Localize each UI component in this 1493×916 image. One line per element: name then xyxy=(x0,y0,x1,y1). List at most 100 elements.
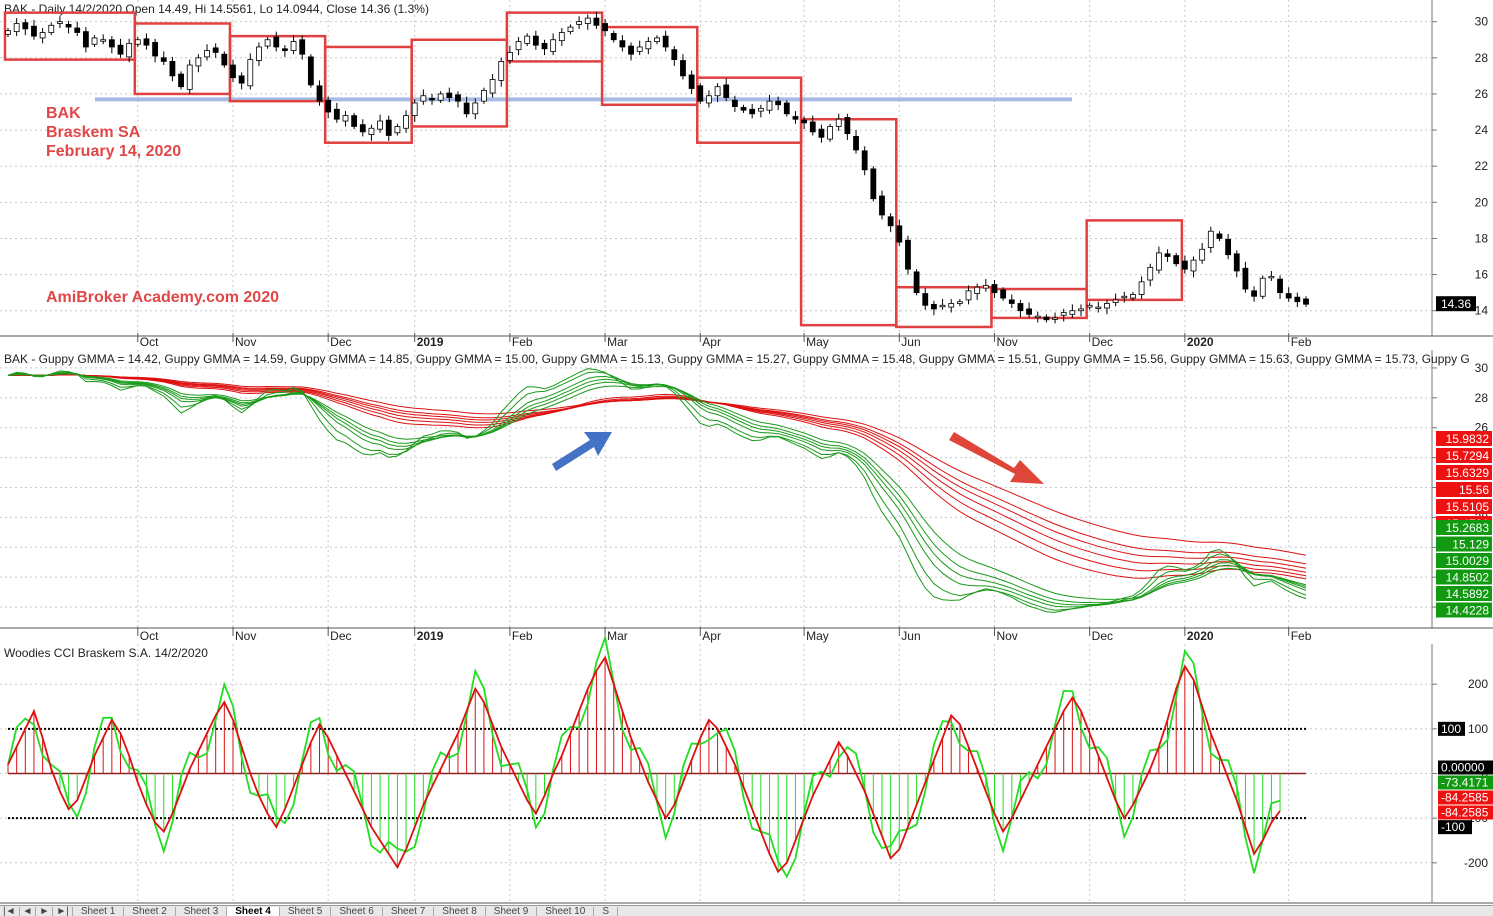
candle xyxy=(939,298,946,310)
candle xyxy=(1043,314,1050,323)
cci-value: -73.4171 xyxy=(1441,776,1489,790)
candle xyxy=(619,35,626,52)
candle xyxy=(887,213,894,233)
candle xyxy=(22,18,29,36)
sheet-nav-button[interactable]: |◄ xyxy=(0,907,20,916)
candle-body xyxy=(1112,299,1119,303)
sheet-tab[interactable]: Sheet 7 xyxy=(383,907,435,916)
gmma-short-value-box xyxy=(1436,586,1492,601)
candle-body xyxy=(117,44,124,55)
x-tick-label: 2019 xyxy=(417,335,444,349)
candle xyxy=(5,28,11,38)
sheet-nav-button[interactable]: ► xyxy=(36,907,54,916)
candle xyxy=(801,116,808,130)
candle xyxy=(195,54,202,73)
y-tick-label: 100 xyxy=(1468,722,1488,736)
candle xyxy=(230,59,236,83)
gmma-short-value-box xyxy=(1436,553,1492,568)
candle-body xyxy=(1138,281,1145,295)
pane-title: Woodies CCI Braskem S.A. 14/2/2020 xyxy=(4,646,208,660)
candle-body xyxy=(913,271,920,294)
sheet-tab[interactable]: Sheet 8 xyxy=(434,907,486,916)
last-price-box xyxy=(1436,296,1476,312)
pane-background xyxy=(0,0,1493,336)
x-tick-label: 2020 xyxy=(1187,335,1214,349)
candle-body xyxy=(1130,294,1136,299)
gmma-short-value-box xyxy=(1436,569,1492,585)
candle xyxy=(931,300,937,316)
candle xyxy=(117,38,124,58)
candle-body xyxy=(1026,308,1032,315)
candle xyxy=(1233,250,1240,278)
candle xyxy=(567,24,574,35)
candle-body xyxy=(247,59,254,87)
sheet-tab[interactable]: Sheet 6 xyxy=(331,907,383,916)
candle xyxy=(368,124,375,141)
gmma-short-value: 15.2683 xyxy=(1446,521,1490,535)
sheet-tab[interactable]: Sheet 5 xyxy=(280,907,332,916)
sheet-nav-button[interactable]: ◄ xyxy=(20,907,37,916)
x-tick-label: Nov xyxy=(235,335,256,349)
x-tick-label: Oct xyxy=(140,335,159,349)
candle-body xyxy=(100,39,107,42)
candle xyxy=(290,35,297,55)
x-tick-label: Nov xyxy=(996,629,1017,643)
gmma-long-line xyxy=(7,374,1307,573)
candle-body xyxy=(481,89,487,102)
candle xyxy=(65,20,72,34)
candle-body xyxy=(619,40,626,48)
gmma-short-value-box xyxy=(1436,602,1492,618)
candle-body xyxy=(740,107,747,111)
candle xyxy=(1008,294,1015,308)
candle xyxy=(100,34,107,45)
sheet-tab[interactable]: Sheet 4 xyxy=(227,907,280,916)
candle xyxy=(1155,246,1162,274)
candle-body xyxy=(299,39,306,55)
x-tick-label: Nov xyxy=(996,335,1017,349)
gmma-long-value-box xyxy=(1436,465,1492,480)
candle xyxy=(307,54,314,88)
gmma-short-value: 14.8502 xyxy=(1446,571,1490,585)
candle-body xyxy=(1121,295,1128,299)
pane-background xyxy=(0,350,1493,628)
sheet-tab[interactable]: Sheet 2 xyxy=(124,907,176,916)
sheet-tab[interactable]: S xyxy=(594,907,618,916)
candle xyxy=(351,112,358,130)
candle xyxy=(809,115,816,136)
sheet-tab[interactable]: Sheet 3 xyxy=(176,907,228,916)
sheet-tab[interactable]: Sheet 10 xyxy=(537,907,595,916)
candle-body xyxy=(498,61,505,81)
candle-body xyxy=(991,284,998,294)
candle-body xyxy=(1147,266,1154,281)
sheet-tab[interactable]: Sheet 1 xyxy=(73,907,125,916)
candle xyxy=(757,104,764,118)
candle-body xyxy=(532,35,539,46)
candle xyxy=(256,42,262,66)
candle xyxy=(472,98,479,120)
candle xyxy=(1164,249,1171,262)
candle-body xyxy=(290,41,297,51)
candle-body xyxy=(593,17,600,26)
candle-body xyxy=(853,135,859,151)
cci-pane: -200-1000100200Woodies CCI Braskem S.A. … xyxy=(0,634,1493,904)
candle-body xyxy=(948,303,955,308)
candle xyxy=(1225,233,1232,260)
candle-body xyxy=(965,290,972,301)
candle xyxy=(1190,256,1197,278)
candle-body xyxy=(134,39,141,45)
candle-body xyxy=(1069,310,1076,315)
candle xyxy=(1130,291,1136,301)
gmma-long-value-box xyxy=(1436,431,1492,446)
sheet-nav-button[interactable]: ►| xyxy=(53,907,73,916)
gmma-short-value: 15.0029 xyxy=(1446,554,1490,568)
candle-body xyxy=(472,102,479,115)
candle xyxy=(143,33,150,50)
sheet-tab[interactable]: Sheet 9 xyxy=(486,907,538,916)
candle xyxy=(160,51,167,66)
candle xyxy=(108,36,115,54)
candle-body xyxy=(31,25,37,37)
candle-body xyxy=(783,102,790,115)
candle xyxy=(731,95,738,112)
candle-body xyxy=(827,126,833,140)
candle-body xyxy=(152,42,159,57)
